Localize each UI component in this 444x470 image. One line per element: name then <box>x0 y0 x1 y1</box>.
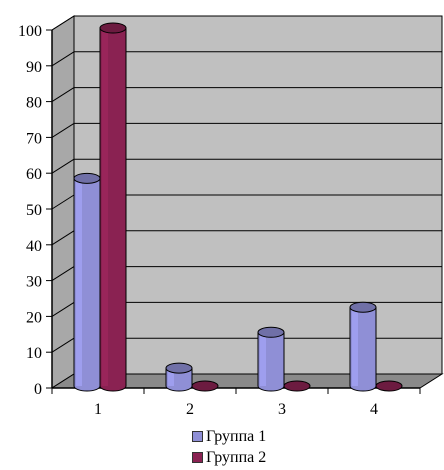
bar-top <box>73 172 101 184</box>
bar <box>283 380 311 392</box>
gridline-side <box>51 122 75 138</box>
y-tick-labels: 0 10 20 30 40 50 60 70 80 90 100 <box>18 23 42 398</box>
y-tick-label: 10 <box>26 345 42 362</box>
legend-label-series-1: Группа 1 <box>206 428 267 445</box>
bar-top <box>349 301 377 313</box>
gridline-side <box>51 230 75 246</box>
bar <box>165 362 193 392</box>
gridline-side <box>51 266 75 282</box>
gridline-side <box>51 301 75 317</box>
legend-swatch-series-2 <box>192 452 203 463</box>
bar <box>191 380 219 392</box>
bar-highlight <box>102 28 108 386</box>
legend-swatch-series-1 <box>192 431 203 442</box>
bar <box>375 380 403 392</box>
bar-top <box>99 22 127 34</box>
x-tick-label: 1 <box>94 401 102 418</box>
y-tick-label: 90 <box>26 59 42 76</box>
bars <box>73 22 403 392</box>
gridline-side <box>51 51 75 67</box>
bar-top <box>191 380 219 392</box>
y-tick-label: 0 <box>34 381 42 398</box>
bar <box>73 172 101 392</box>
x-tick-labels: 1 2 3 4 <box>94 401 378 418</box>
gridline-side <box>51 87 75 103</box>
legend-item-series-1: Группа 1 <box>192 426 266 447</box>
bar-top <box>283 380 311 392</box>
gridline-side <box>51 15 75 31</box>
y-tick-label: 60 <box>26 166 42 183</box>
x-tick-label: 2 <box>186 401 194 418</box>
y-tick-label: 80 <box>26 95 42 112</box>
bar-top <box>165 362 193 374</box>
bar-highlight <box>76 178 82 386</box>
bar <box>99 22 127 392</box>
x-tick-label: 3 <box>278 401 286 418</box>
y-tick-label: 100 <box>18 23 42 40</box>
bar <box>349 301 377 392</box>
bar <box>257 326 285 392</box>
y-tick-label: 50 <box>26 202 42 219</box>
y-tick-label: 30 <box>26 274 42 291</box>
bar-highlight <box>260 332 266 386</box>
x-tick-label: 4 <box>370 401 378 418</box>
bar-top <box>375 380 403 392</box>
bar-highlight <box>168 368 174 386</box>
gridline-side <box>51 158 75 174</box>
bar-top <box>257 326 285 338</box>
gridline-side <box>51 337 75 353</box>
y-tick-label: 20 <box>26 309 42 326</box>
legend-item-series-2: Группа 2 <box>192 447 266 468</box>
y-tick-label: 40 <box>26 238 42 255</box>
gridlines <box>51 15 442 353</box>
legend-label-series-2: Группа 2 <box>206 449 267 466</box>
legend: Группа 1 Группа 2 <box>192 426 266 468</box>
bar-highlight <box>352 307 358 386</box>
y-tick-label: 70 <box>26 130 42 147</box>
gridline-side <box>51 194 75 210</box>
